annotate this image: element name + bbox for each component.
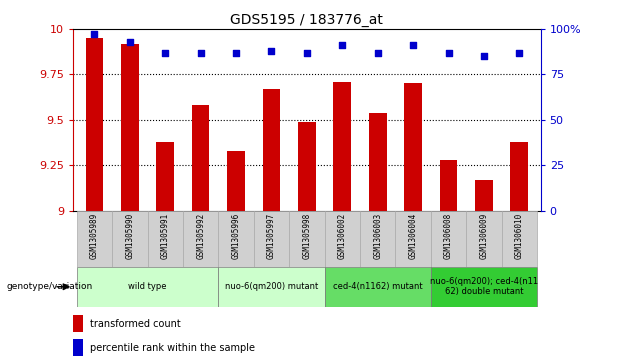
Text: GSM1306004: GSM1306004 [408, 213, 418, 259]
Text: transformed count: transformed count [90, 319, 181, 329]
Point [302, 50, 312, 56]
Bar [121, 44, 139, 211]
Point [515, 50, 525, 56]
Bar [289, 211, 324, 267]
Text: GSM1305998: GSM1305998 [302, 213, 312, 259]
Bar [502, 211, 537, 267]
Point [266, 48, 277, 54]
Point [125, 39, 135, 45]
Text: GSM1306010: GSM1306010 [515, 213, 524, 259]
Bar [404, 83, 422, 211]
Bar [298, 122, 315, 211]
Text: GSM1305990: GSM1305990 [125, 213, 134, 259]
Bar [263, 89, 280, 211]
Point [408, 42, 418, 48]
Point [89, 32, 99, 37]
Bar [396, 211, 431, 267]
Text: GSM1305992: GSM1305992 [196, 213, 205, 259]
Text: GSM1306003: GSM1306003 [373, 213, 382, 259]
Bar [73, 339, 83, 356]
Point [337, 42, 347, 48]
Bar [439, 160, 457, 211]
Text: GSM1306009: GSM1306009 [480, 213, 488, 259]
Text: percentile rank within the sample: percentile rank within the sample [90, 343, 255, 352]
Bar [431, 211, 466, 267]
Text: GSM1306008: GSM1306008 [444, 213, 453, 259]
Bar [77, 211, 112, 267]
Bar [511, 142, 529, 211]
Point [373, 50, 383, 56]
Text: GSM1305997: GSM1305997 [267, 213, 276, 259]
Bar [475, 180, 493, 211]
Bar [333, 82, 351, 211]
Bar [77, 267, 218, 307]
Point [479, 53, 489, 59]
Bar [360, 211, 396, 267]
Title: GDS5195 / 183776_at: GDS5195 / 183776_at [230, 13, 384, 26]
Bar [466, 211, 502, 267]
Bar [369, 113, 387, 211]
Text: GSM1305991: GSM1305991 [161, 213, 170, 259]
Text: GSM1306002: GSM1306002 [338, 213, 347, 259]
Text: genotype/variation: genotype/variation [6, 282, 93, 291]
Bar [324, 267, 431, 307]
Bar [218, 211, 254, 267]
Point [160, 50, 170, 56]
Text: nuo-6(qm200); ced-4(n11
62) double mutant: nuo-6(qm200); ced-4(n11 62) double mutan… [430, 277, 538, 297]
Text: GSM1305989: GSM1305989 [90, 213, 99, 259]
Bar [218, 267, 324, 307]
Bar [156, 142, 174, 211]
Bar [254, 211, 289, 267]
Bar [192, 105, 209, 211]
Point [195, 50, 205, 56]
Bar [324, 211, 360, 267]
Text: GSM1305996: GSM1305996 [232, 213, 240, 259]
Text: wild type: wild type [128, 282, 167, 291]
Bar [227, 151, 245, 211]
Bar [73, 315, 83, 332]
Point [443, 50, 453, 56]
Bar [183, 211, 218, 267]
Bar [431, 267, 537, 307]
Point [231, 50, 241, 56]
Bar [85, 38, 103, 211]
Text: ced-4(n1162) mutant: ced-4(n1162) mutant [333, 282, 422, 291]
Bar [112, 211, 148, 267]
Text: nuo-6(qm200) mutant: nuo-6(qm200) mutant [225, 282, 318, 291]
Bar [148, 211, 183, 267]
